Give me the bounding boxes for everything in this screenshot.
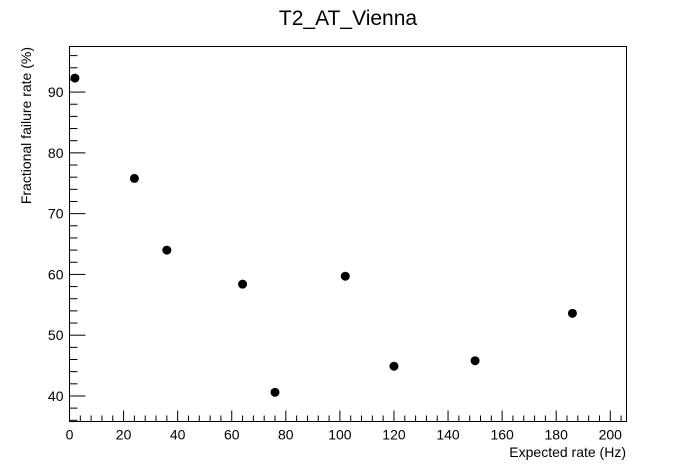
y-tick-label: 50 [48, 327, 64, 343]
data-point [340, 271, 350, 281]
axes [69, 46, 627, 422]
data-point [470, 356, 480, 366]
data-point [70, 73, 80, 83]
data-point [567, 308, 577, 318]
y-axis-label: Fractional failure rate (%) [18, 47, 34, 204]
x-tick-label: 180 [545, 427, 569, 443]
x-tick-label: 140 [436, 427, 460, 443]
chart-title: T2_AT_Vienna [279, 7, 417, 30]
x-tick-label: 160 [490, 427, 514, 443]
x-tick-label: 20 [116, 427, 132, 443]
data-points [70, 73, 577, 397]
ticks [69, 55, 622, 422]
x-tick-label: 0 [66, 427, 74, 443]
x-tick-label: 120 [382, 427, 406, 443]
data-point [270, 387, 280, 397]
y-tick-label: 70 [48, 206, 64, 222]
data-point [162, 245, 172, 255]
tick-labels: 0 20 40 60 80 100 120 140 160 180 200 40 50 60 70 80 90 [48, 84, 622, 442]
x-tick-label: 60 [224, 427, 240, 443]
y-tick-label: 40 [48, 388, 64, 404]
data-point [129, 173, 139, 183]
x-tick-label: 80 [278, 427, 294, 443]
plot-frame [69, 46, 627, 422]
x-tick-label: 100 [328, 427, 352, 443]
x-tick-label: 200 [599, 427, 623, 443]
data-point [238, 279, 248, 289]
y-tick-label: 60 [48, 266, 64, 282]
x-tick-label: 40 [170, 427, 186, 443]
data-point [389, 361, 399, 371]
y-tick-label: 90 [48, 84, 64, 100]
x-axis-label: Expected rate (Hz) [509, 444, 626, 460]
y-tick-label: 80 [48, 145, 64, 161]
